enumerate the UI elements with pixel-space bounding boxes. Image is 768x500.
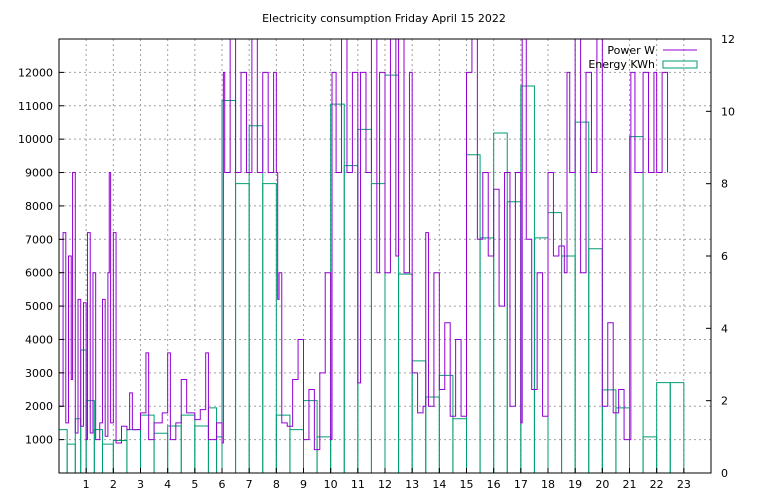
y-tick-label: 8000 <box>25 200 53 213</box>
energy-step <box>656 382 671 473</box>
x-tick-label: 16 <box>487 478 501 491</box>
x-tick-label: 19 <box>568 478 582 491</box>
y-axis-right: 0 2 4 6 8 10 12 <box>706 33 735 480</box>
energy-step <box>574 121 590 473</box>
x-tick-label: 21 <box>623 478 637 491</box>
energy-step <box>221 99 237 473</box>
y-tick-label: 5000 <box>25 300 53 313</box>
x-tick-label: 4 <box>164 478 171 491</box>
energy-step <box>411 360 427 473</box>
energy-step <box>167 425 182 473</box>
y-tick-label: 6000 <box>25 267 53 280</box>
energy-step <box>384 74 400 473</box>
energy-step <box>370 183 386 473</box>
power-series <box>59 38 669 451</box>
y-tick-label: 10000 <box>18 133 53 146</box>
x-tick-label: 18 <box>541 478 555 491</box>
energy-step <box>101 443 114 473</box>
energy-step <box>479 237 495 473</box>
x-tick-label: 11 <box>351 478 365 491</box>
x-tick-label: 13 <box>405 478 419 491</box>
legend: Power W Energy KWh <box>588 44 698 71</box>
x-tick-label: 1 <box>83 478 90 491</box>
power-line <box>59 38 669 451</box>
energy-step <box>66 443 76 473</box>
energy-step <box>303 400 318 473</box>
x-tick-label: 14 <box>432 478 446 491</box>
energy-step <box>629 136 644 473</box>
energy-step <box>126 429 141 473</box>
energy-step <box>547 212 563 473</box>
energy-step <box>316 436 332 473</box>
x-tick-label: 20 <box>595 478 609 491</box>
energy-step <box>180 414 196 473</box>
x-tick-label: 23 <box>677 478 691 491</box>
y-axis-left: 1000 2000 3000 4000 5000 6000 7000 8000 9000 1000… <box>18 66 64 447</box>
x-axis: 1 2 3 4 5 6 7 8 9 10 11 12 13 14 15 16 17 18 19 20 21 22 23 <box>83 468 691 491</box>
x-tick-label: 3 <box>137 478 144 491</box>
energy-step <box>343 165 359 473</box>
y-tick-label: 3000 <box>25 367 53 380</box>
energy-step <box>112 439 128 473</box>
energy-step <box>140 414 155 473</box>
x-tick-label: 2 <box>110 478 117 491</box>
energy-step <box>194 425 209 473</box>
energy-step <box>357 128 372 473</box>
y2-tick-label: 6 <box>721 250 728 263</box>
energy-step <box>452 418 467 473</box>
energy-step <box>289 429 304 473</box>
energy-step <box>207 407 218 473</box>
energy-step <box>601 389 617 473</box>
y2-tick-label: 0 <box>721 467 728 480</box>
y-tick-label: 12000 <box>18 66 53 79</box>
y2-tick-label: 10 <box>721 105 735 118</box>
y2-tick-label: 12 <box>721 33 735 46</box>
energy-step <box>493 132 508 473</box>
energy-step <box>275 414 291 473</box>
y-tick-label: 1000 <box>25 434 53 447</box>
energy-step <box>398 273 413 473</box>
energy-step <box>425 396 440 473</box>
energy-step <box>506 201 522 473</box>
x-tick-label: 17 <box>514 478 528 491</box>
energy-step <box>58 429 68 473</box>
legend-swatch-energy <box>662 60 698 69</box>
y-tick-label: 4000 <box>25 333 53 346</box>
energy-step <box>466 154 481 473</box>
x-tick-label: 12 <box>378 478 392 491</box>
x-tick-label: 5 <box>191 478 198 491</box>
y2-tick-label: 4 <box>721 322 728 335</box>
y-tick-label: 9000 <box>25 167 53 180</box>
x-tick-label: 7 <box>246 478 253 491</box>
legend-label-energy: Energy KWh <box>588 58 655 71</box>
energy-step <box>235 183 250 473</box>
chart-title: Electricity consumption Friday April 15 … <box>262 12 506 25</box>
energy-step <box>520 85 535 473</box>
y-tick-label: 11000 <box>18 100 53 113</box>
x-tick-label: 6 <box>219 478 226 491</box>
x-tick-label: 8 <box>273 478 280 491</box>
x-tick-label: 15 <box>460 478 474 491</box>
energy-step <box>248 125 264 473</box>
x-tick-label: 10 <box>324 478 338 491</box>
legend-label-power: Power W <box>607 44 655 57</box>
y-tick-label: 2000 <box>25 400 53 413</box>
y-tick-label: 7000 <box>25 233 53 246</box>
x-tick-label: 22 <box>650 478 664 491</box>
energy-step <box>561 255 576 473</box>
energy-step <box>216 436 223 473</box>
energy-step <box>262 183 277 473</box>
energy-step <box>669 382 685 473</box>
x-tick-label: 9 <box>300 478 307 491</box>
energy-step <box>642 436 658 473</box>
y2-tick-label: 2 <box>721 395 728 408</box>
y2-tick-label: 8 <box>721 178 728 191</box>
energy-step <box>615 407 630 473</box>
energy-step <box>330 103 345 473</box>
